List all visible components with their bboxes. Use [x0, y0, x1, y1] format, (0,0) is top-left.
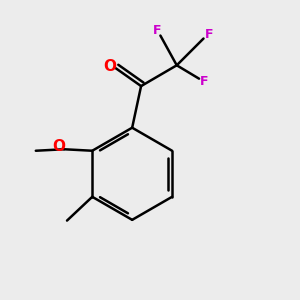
Text: O: O: [52, 140, 65, 154]
Text: F: F: [153, 24, 162, 37]
Text: O: O: [103, 59, 116, 74]
Text: F: F: [200, 74, 208, 88]
Text: F: F: [205, 28, 213, 41]
